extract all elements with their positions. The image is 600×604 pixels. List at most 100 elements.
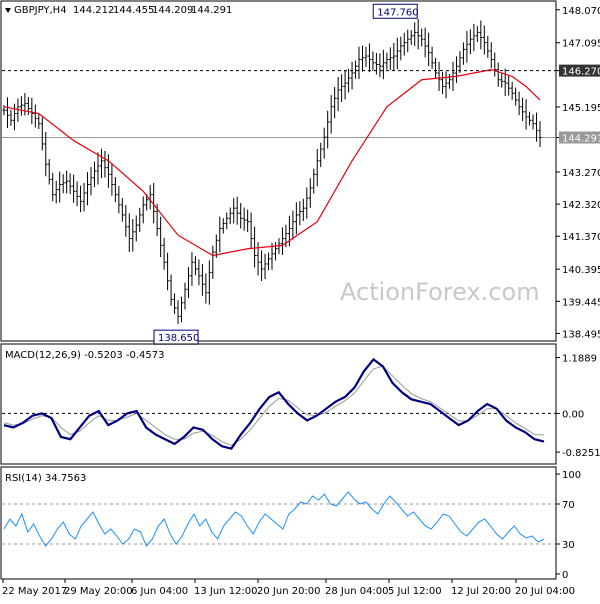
price-tick-label: 139.445 xyxy=(562,297,600,308)
candle xyxy=(364,46,368,68)
candle xyxy=(235,196,239,225)
candle xyxy=(340,74,344,103)
price-tick-label: 140.395 xyxy=(562,265,600,276)
candle xyxy=(493,52,497,77)
candle xyxy=(5,97,9,129)
candle xyxy=(9,109,13,126)
candle xyxy=(218,216,222,253)
candle xyxy=(298,201,302,226)
candle xyxy=(263,253,267,280)
candle xyxy=(65,170,69,194)
candle xyxy=(30,97,34,125)
candle xyxy=(343,70,347,100)
candle xyxy=(239,203,243,229)
time-tick-label: 28 Jun 04:00 xyxy=(325,586,389,597)
candle xyxy=(176,300,180,324)
candle xyxy=(159,216,163,258)
annotation-label: 147.760 xyxy=(377,7,418,18)
price-y-axis: 148.070 147.095 146.270 145.195 144.291 143.2… xyxy=(556,6,600,340)
candle xyxy=(347,68,351,93)
candle xyxy=(305,187,309,219)
candle xyxy=(378,53,382,78)
candle xyxy=(124,205,128,237)
candle xyxy=(61,174,65,194)
candle xyxy=(186,266,190,299)
annotation-138.650: 138.650 xyxy=(153,329,199,345)
candle xyxy=(427,32,431,66)
rsi-tick-label: 70 xyxy=(562,500,575,511)
candle xyxy=(16,98,20,122)
macd-tick-label: 0.00 xyxy=(562,409,584,420)
moving-average-path xyxy=(3,68,541,257)
candle xyxy=(162,237,166,270)
candle xyxy=(514,87,518,106)
candle xyxy=(127,213,131,252)
macd-tick-label: 1.1889 xyxy=(562,354,597,365)
candle xyxy=(134,215,138,242)
candle xyxy=(538,121,542,148)
macd-panel: MACD(12,26,9) -0.5203 -0.4573 1.1889 0.00… xyxy=(0,343,600,465)
candle xyxy=(106,154,110,188)
candle xyxy=(437,61,441,91)
time-tick-label: 12 Jul 20:00 xyxy=(451,586,511,597)
time-tick-label: 20 Jul 04:00 xyxy=(515,586,575,597)
candle xyxy=(503,68,507,96)
candle xyxy=(357,46,361,80)
candle xyxy=(141,196,145,224)
candle xyxy=(301,198,305,221)
candle xyxy=(454,56,458,83)
candle xyxy=(354,60,358,79)
candle xyxy=(374,52,378,75)
candle xyxy=(482,25,486,55)
candle xyxy=(225,212,229,230)
candle xyxy=(169,274,173,306)
candle xyxy=(500,73,504,88)
candle xyxy=(58,171,62,203)
candle xyxy=(92,161,96,188)
candle xyxy=(486,35,490,58)
rsi-tick-label: 0 xyxy=(562,570,568,581)
candle xyxy=(68,173,72,195)
candle xyxy=(183,282,187,310)
candle xyxy=(444,71,448,99)
ohlc-open: 144.212 xyxy=(73,5,114,16)
price-tick-label: 141.370 xyxy=(562,232,600,243)
candle xyxy=(371,51,375,71)
candle xyxy=(517,91,521,116)
candle xyxy=(117,186,121,214)
candle xyxy=(211,245,215,279)
candle xyxy=(120,198,124,222)
candle xyxy=(479,20,483,50)
macd-title: MACD(12,26,9) -0.5203 -0.4573 xyxy=(5,350,165,361)
time-tick-label: 6 Jun 04:00 xyxy=(131,586,188,597)
ohlc-high: 144.455 xyxy=(113,5,154,16)
panel-menu-triangle-icon[interactable] xyxy=(5,8,11,13)
candle xyxy=(489,42,493,69)
candle xyxy=(406,29,410,53)
candle xyxy=(315,148,319,187)
candle xyxy=(350,61,354,90)
candle xyxy=(221,218,225,234)
candle xyxy=(270,242,274,270)
candle xyxy=(465,30,469,63)
price-reference-lines xyxy=(2,70,556,139)
candle xyxy=(496,62,500,87)
annotation-147.760: 147.760 xyxy=(372,3,419,19)
candle xyxy=(103,150,107,178)
candle xyxy=(138,207,142,233)
price-tick-label: 138.495 xyxy=(562,329,600,340)
candle xyxy=(180,296,184,323)
candle xyxy=(197,259,201,286)
candle xyxy=(385,52,389,70)
candle xyxy=(441,72,445,95)
candle xyxy=(249,212,253,248)
candle xyxy=(458,51,462,73)
candle xyxy=(388,47,392,70)
candle xyxy=(86,172,90,206)
rsi-tick-label: 30 xyxy=(562,540,575,551)
candle xyxy=(423,27,427,58)
rsi-title: RSI(14) 34.7563 xyxy=(5,473,86,484)
candle xyxy=(402,32,406,56)
candle xyxy=(190,252,194,286)
candle xyxy=(166,252,170,291)
